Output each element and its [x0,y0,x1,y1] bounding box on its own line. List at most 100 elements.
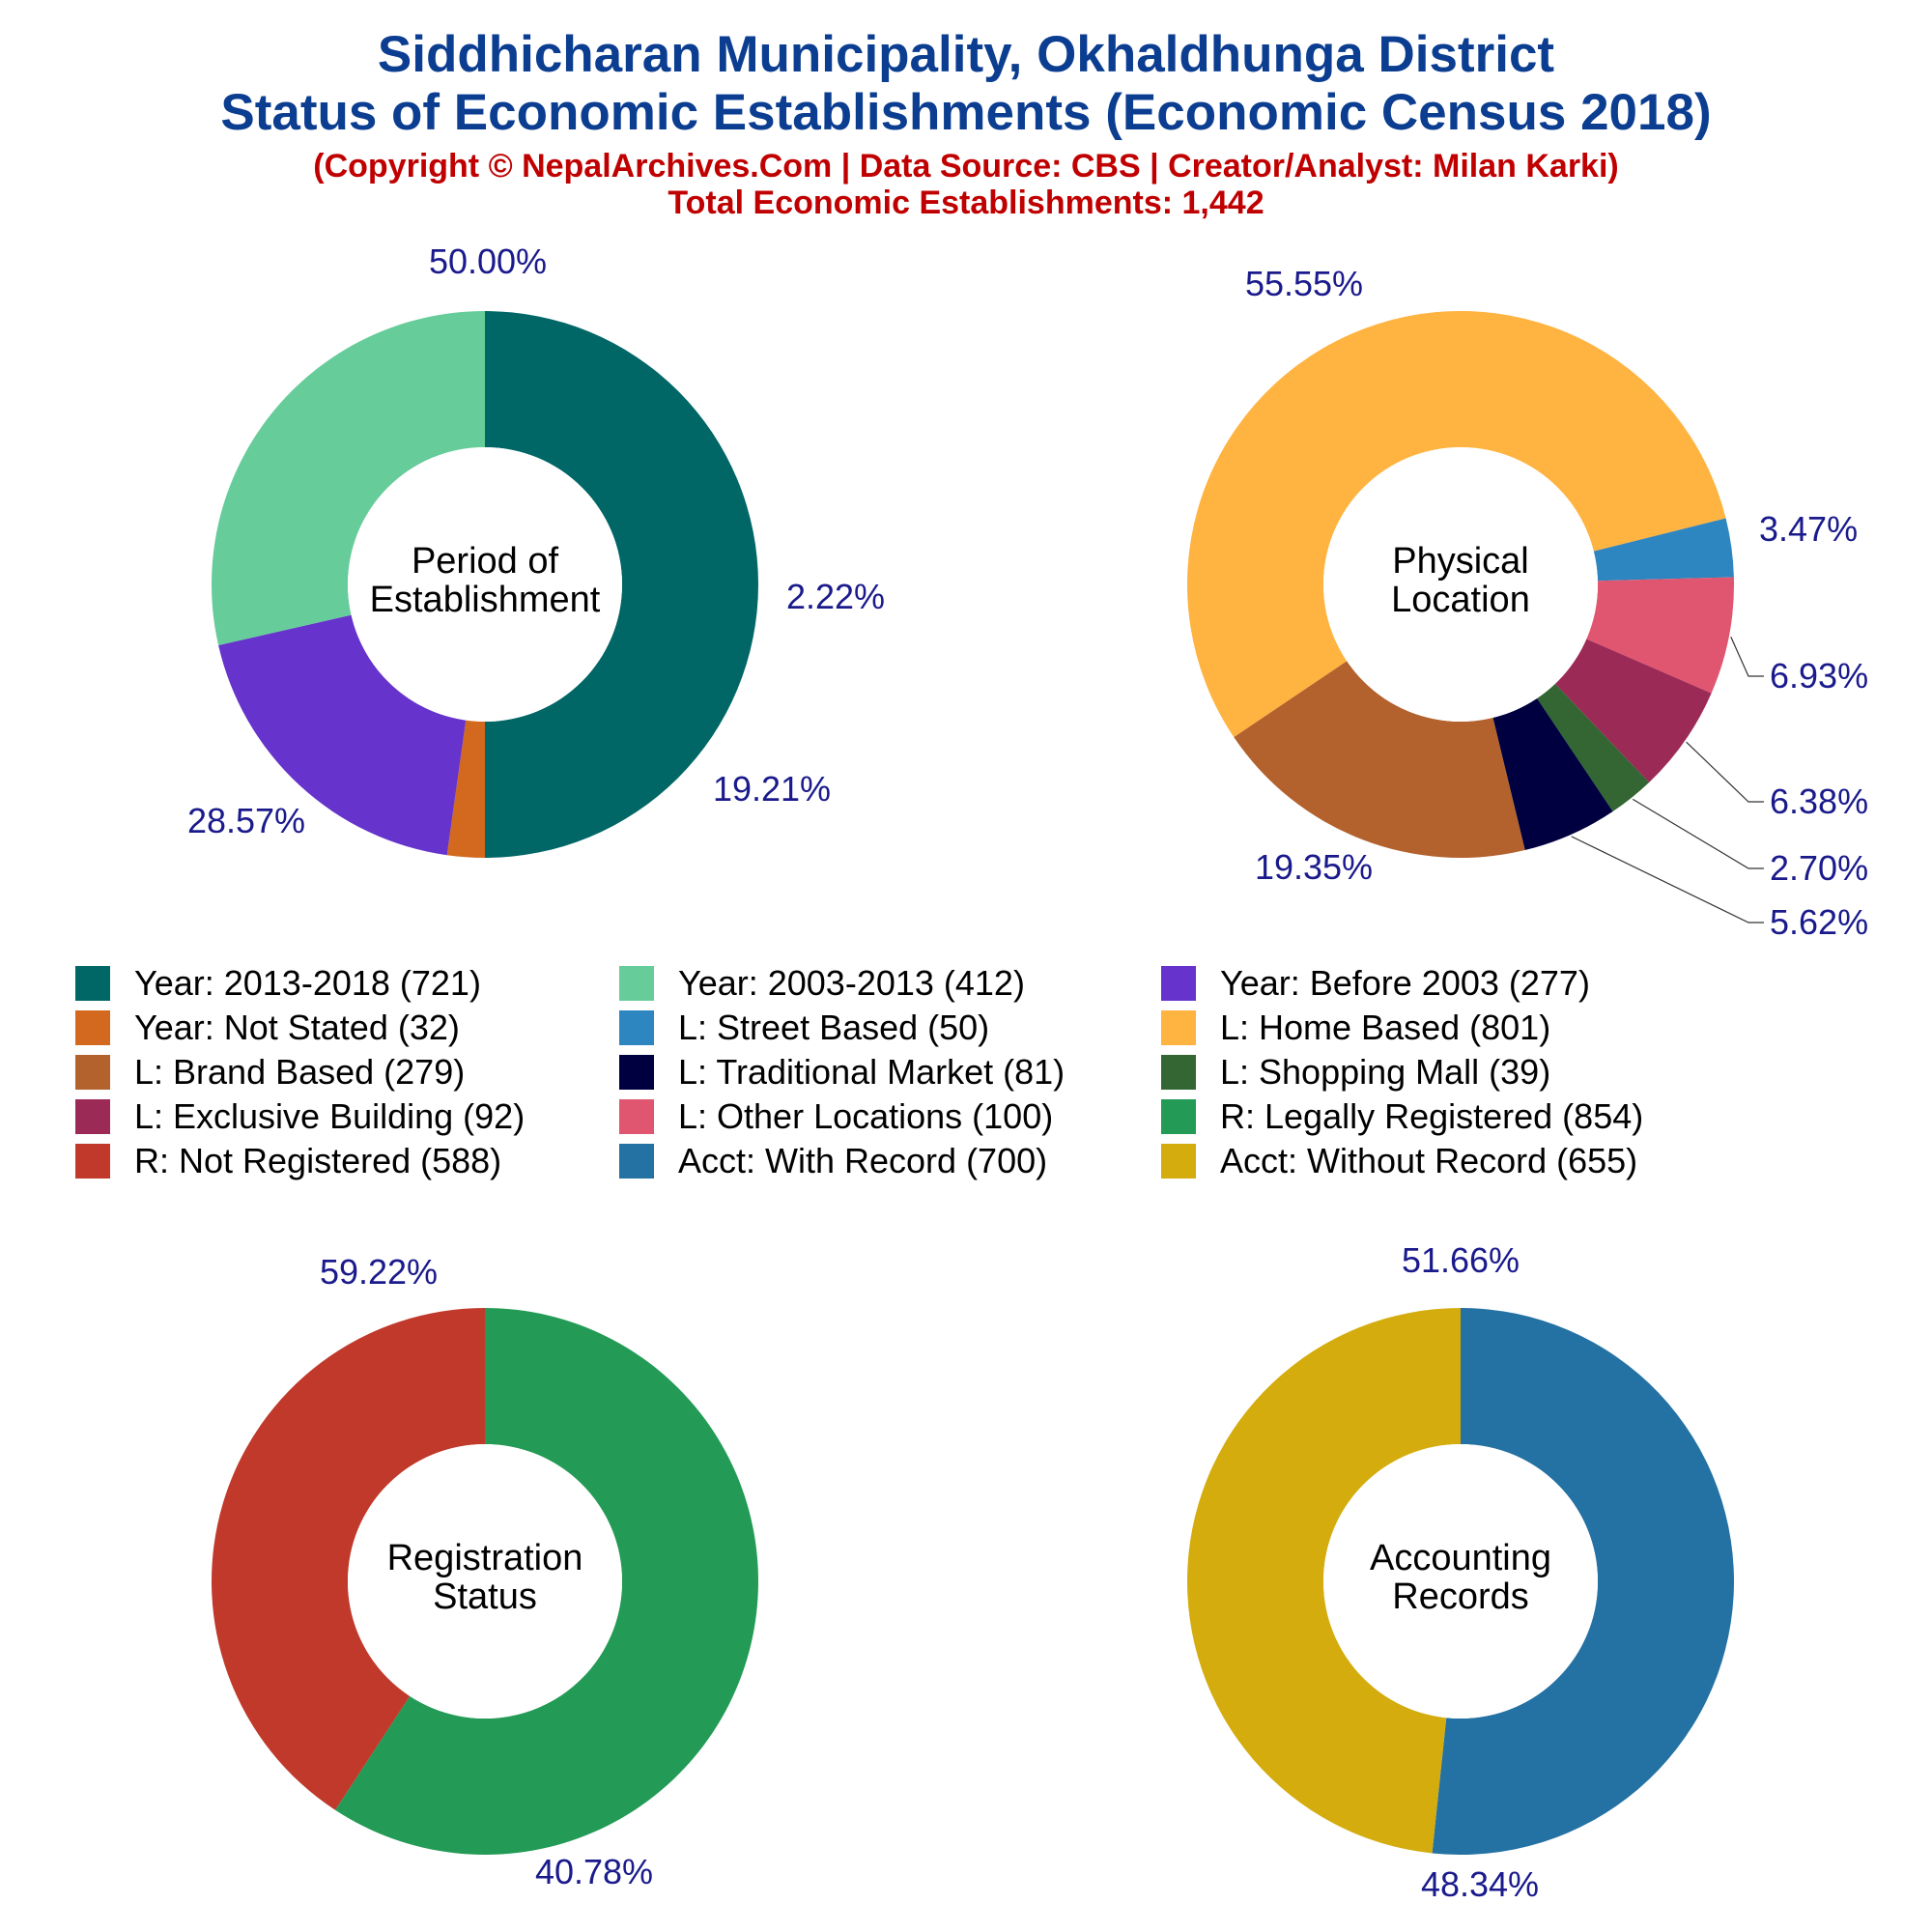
legend-swatch [75,1099,110,1134]
center-label: Registration [387,1538,583,1578]
legend-swatch [619,1099,654,1134]
legend-item: Acct: With Record (700) [619,1139,1047,1183]
legend-swatch [619,966,654,1001]
chart-subtitle-total: Total Economic Establishments: 1,442 [668,185,1264,221]
legend-label: L: Brand Based (279) [134,1052,466,1092]
donut-hole [348,1444,622,1719]
percent-label: 6.38% [1770,781,1868,821]
slice-l-brand-based [1234,661,1525,858]
legend-swatch [75,1055,110,1090]
donut-hole [348,447,622,722]
percent-label: 2.70% [1770,848,1868,888]
percent-label: 3.47% [1759,509,1858,549]
legend-item: R: Legally Registered (854) [1161,1094,1643,1139]
legend-swatch [619,1010,654,1045]
legend-swatch [1161,1099,1196,1134]
legend-label: Year: 2003-2013 (412) [678,963,1025,1003]
donut-hole [1323,1444,1598,1719]
percent-label: 19.35% [1255,847,1373,887]
slice-year-not-stated [446,720,485,858]
chart-header: Siddhicharan Municipality, Okhaldhunga D… [0,0,1932,221]
donut-chart-1: 50.00% 2.22% 19.21% 28.57% Period ofEstablis… [187,242,885,858]
legend-item: Year: Not Stated (32) [75,1006,460,1050]
legend-item: Year: 2003-2013 (412) [619,961,1025,1006]
percent-label: 48.34% [1421,1864,1539,1904]
legend-item: L: Shopping Mall (39) [1161,1050,1550,1094]
slice-r-legally-registered [335,1308,759,1856]
slice-l-home-based [1187,310,1726,738]
slice-l-traditional-market [1492,697,1613,851]
legend-item: L: Exclusive Building (92) [75,1094,525,1139]
legend-label: Acct: With Record (700) [678,1141,1048,1180]
legend-label: L: Home Based (801) [1220,1008,1551,1047]
legend-item: L: Street Based (50) [619,1006,989,1050]
leader-line [1632,798,1764,869]
legend-item: L: Brand Based (279) [75,1050,465,1094]
center-label: Accounting [1370,1538,1551,1578]
legend-label: Year: Not Stated (32) [134,1008,460,1047]
center-label: Physical [1392,541,1529,582]
legend-label: R: Not Registered (588) [134,1141,502,1180]
legend-item: Year: Before 2003 (277) [1161,961,1590,1006]
legend-swatch [1161,966,1196,1001]
center-label: Period of [412,541,559,582]
chart-title-line1: Siddhicharan Municipality, Okhaldhunga D… [377,26,1555,83]
leader-line [1571,836,1764,923]
legend-item: L: Other Locations (100) [619,1094,1053,1139]
chart-title-line2: Status of Economic Establishments (Econo… [220,84,1712,141]
slice-l-other-locations [1586,577,1734,694]
donut-hole [1323,447,1598,722]
percent-label: 51.66% [1402,1240,1520,1280]
percent-label: 59.22% [320,1252,438,1292]
legend-swatch [75,1010,110,1045]
legend-label: L: Street Based (50) [678,1008,990,1047]
center-label: Status [433,1577,537,1617]
slice-year-2013-2018 [485,311,758,858]
legend-label: L: Shopping Mall (39) [1220,1052,1551,1092]
percent-label: 55.55% [1245,264,1363,303]
legend-swatch [75,966,110,1001]
legend-label: Year: Before 2003 (277) [1220,963,1590,1003]
slice-l-exclusive-building [1554,639,1712,782]
slice-acct-without-record [1187,1308,1461,1854]
slice-year-before-2003 [218,614,467,856]
percent-label: 28.57% [187,801,305,840]
center-label: Records [1392,1577,1529,1617]
legend-label: Year: 2013-2018 (721) [134,963,481,1003]
legend-item: L: Home Based (801) [1161,1006,1550,1050]
slice-l-shopping-mall [1537,683,1650,812]
legend-label: Acct: Without Record (655) [1220,1141,1638,1180]
leader-line [1686,741,1764,803]
legend-item: L: Traditional Market (81) [619,1050,1065,1094]
slice-l-street-based [1593,518,1734,582]
legend-swatch [75,1144,110,1179]
legend-item: Year: 2013-2018 (721) [75,961,481,1006]
percent-label: 6.93% [1770,656,1868,696]
legend-label: R: Legally Registered (854) [1220,1096,1644,1136]
legend-swatch [619,1055,654,1090]
leader-line [1730,636,1764,677]
donut-chart-2: 55.55% 3.47% 6.93% 6.38% 2.70% 5.62% 19.35% Phy… [1187,264,1868,942]
chart-subtitle-copyright: (Copyright © NepalArchives.Com | Data So… [313,148,1619,185]
slice-acct-with-record [1432,1308,1735,1855]
legend-swatch [1161,1144,1196,1179]
center-label: Location [1391,580,1530,620]
center-label: Establishment [370,580,601,620]
legend-swatch [1161,1010,1196,1045]
legend-item: Acct: Without Record (655) [1161,1139,1637,1183]
legend-swatch [1161,1055,1196,1090]
legend-swatch [619,1144,654,1179]
legend-label: L: Other Locations (100) [678,1096,1054,1136]
legend-label: L: Exclusive Building (92) [134,1096,526,1136]
percent-label: 5.62% [1770,902,1868,942]
percent-label: 19.21% [713,769,831,809]
percent-label: 40.78% [535,1852,653,1891]
percent-label: 2.22% [786,577,885,616]
legend-item: R: Not Registered (588) [75,1139,501,1183]
slice-year-2003-2013 [211,311,485,645]
percent-label: 50.00% [429,242,547,281]
slice-r-not-registered [212,1308,486,1810]
